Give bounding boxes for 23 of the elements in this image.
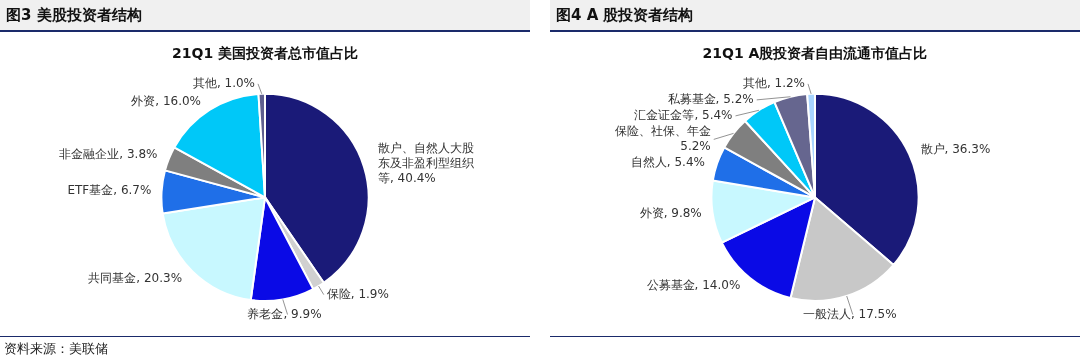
slice-label: 外资, 9.8% <box>639 205 702 220</box>
slice-label: 共同基金, 20.3% <box>88 270 183 285</box>
chart-title: 图3 美股投资者结构 <box>0 0 530 32</box>
slice-label: 汇金证金等, 5.4% <box>634 108 733 123</box>
slice-label: 公募基金, 14.0% <box>646 277 741 292</box>
chart-title: 图4 A 股投资者结构 <box>550 0 1080 32</box>
slice-label: 保险、社保、年金 <box>614 124 711 139</box>
chart-subtitle: 21Q1 A股投资者自由流通市值占比 <box>702 45 928 62</box>
slice-label: 散户, 36.3% <box>920 142 991 157</box>
slice-label: 其他, 1.0% <box>192 75 255 90</box>
slice-label: 一般法人, 17.5% <box>802 306 897 321</box>
slice-label: 其他, 1.2% <box>742 76 805 91</box>
slice-label: 保险, 1.9% <box>326 286 389 301</box>
data-label: 5.2% <box>680 139 711 154</box>
slice-label: 私募基金, 5.2% <box>667 92 754 107</box>
chart-subtitle: 21Q1 美国投资者总市值占比 <box>172 45 358 62</box>
slice-label: 自然人, 5.4% <box>630 155 705 170</box>
slice-label: 外资, 16.0% <box>131 93 201 108</box>
slice-label: 散户、自然人大股东及非盈利型组织等, 40.4% <box>377 140 474 185</box>
slice-label: ETF基金, 6.7% <box>67 183 152 198</box>
text: 资料来源：美联储 <box>0 336 530 361</box>
slice-label: 非金融企业, 3.8% <box>59 147 158 162</box>
slice-label: 养老金, 9.9% <box>247 306 322 321</box>
